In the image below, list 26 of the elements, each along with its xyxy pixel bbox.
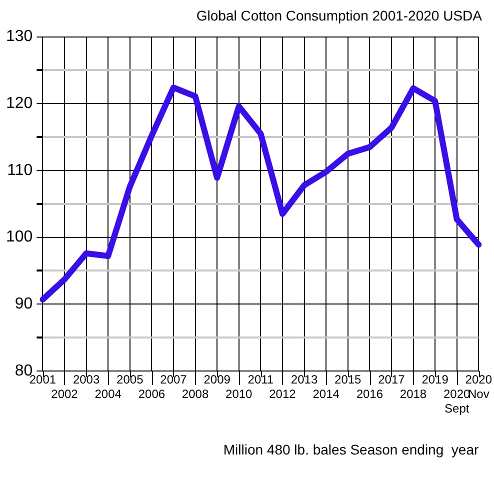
x-tick-label: 2009 xyxy=(204,372,231,387)
x-tick-label: 2012 xyxy=(269,386,296,401)
x-tick-label: 2019 xyxy=(422,372,449,387)
x-tick-label: 2014 xyxy=(312,386,340,401)
y-tick-label: 90 xyxy=(14,296,33,313)
x-axis-title: Million 480 lb. bales Season ending year xyxy=(223,441,479,458)
chart-title: Global Cotton Consumption 2001-2020 USDA xyxy=(196,7,483,24)
x-tick-label: 2015 xyxy=(334,372,362,387)
x-tick-label: 2016 xyxy=(356,386,384,401)
x-tick-label: 2002 xyxy=(51,386,78,401)
x-tick-label: 2020 Sept xyxy=(444,386,471,416)
x-tick-label: 2008 xyxy=(182,386,209,401)
x-tick-label: 2007 xyxy=(160,372,188,387)
y-tick-label: 110 xyxy=(7,162,33,179)
x-tick-label: 2018 xyxy=(400,386,427,401)
x-tick-label: 2017 xyxy=(378,372,406,387)
y-tick-label: 120 xyxy=(6,95,33,112)
y-tick-label: 100 xyxy=(6,228,33,246)
x-tick-label: 2010 xyxy=(226,386,253,401)
y-tick-label: 130 xyxy=(6,28,33,46)
x-tick-label: 2011 xyxy=(248,372,274,387)
x-tick-label: 2006 xyxy=(138,386,166,401)
x-tick-label: 2013 xyxy=(290,372,318,387)
x-tick-label: 2004 xyxy=(94,386,122,401)
x-tick-label: 2003 xyxy=(72,372,100,387)
x-tick-label: 2005 xyxy=(116,372,144,387)
